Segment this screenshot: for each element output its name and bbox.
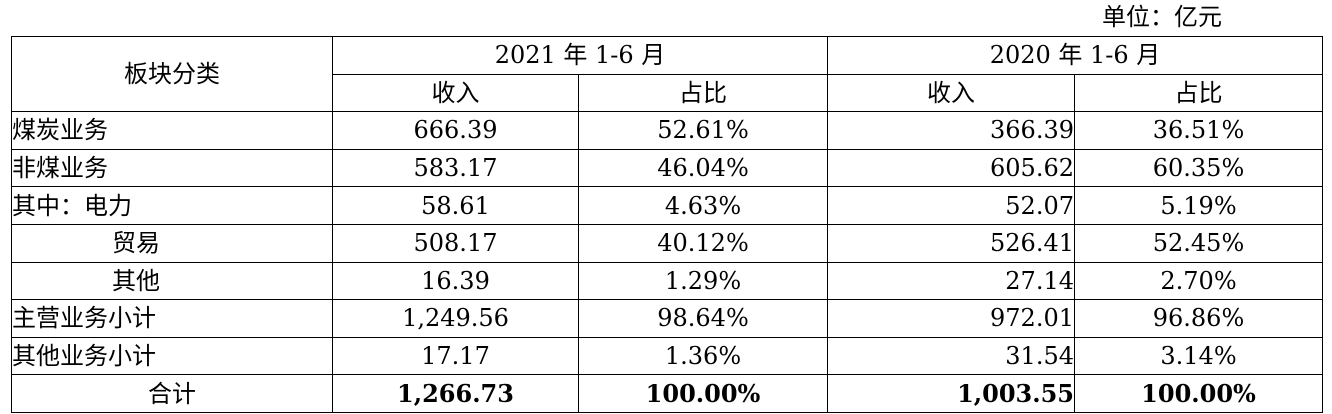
income-2021-cell: 666.39 xyxy=(332,111,579,150)
share-2020-cell: 96.86% xyxy=(1074,299,1323,338)
income-2020-cell: 366.39 xyxy=(827,111,1075,150)
share-2021-cell: 100.00% xyxy=(578,374,828,413)
income-2020-cell: 1,003.55 xyxy=(827,374,1075,413)
share-2021-cell: 1.36% xyxy=(578,336,828,376)
share-2020-cell: 3.14% xyxy=(1074,336,1323,376)
unit-label: 单位：亿元 xyxy=(1102,3,1222,31)
header-period-2021: 2021 年 1-6 月 xyxy=(332,36,828,75)
income-2020-cell: 605.62 xyxy=(827,148,1075,188)
total-row: 合计 1,266.73 100.00% 1,003.55 100.00% xyxy=(11,374,1323,413)
header-period-2020: 2020 年 1-6 月 xyxy=(827,36,1323,75)
income-2021-cell: 17.17 xyxy=(332,336,579,376)
row-label: 其他业务小计 xyxy=(11,336,333,376)
row-label: 贸易 xyxy=(11,223,333,263)
income-2020-cell: 526.41 xyxy=(827,223,1075,263)
table-row: 煤炭业务 666.39 52.61% 366.39 36.51% xyxy=(11,111,1323,150)
table-row: 非煤业务 583.17 46.04% 605.62 60.35% xyxy=(11,148,1323,188)
row-label: 其他 xyxy=(11,261,333,301)
table-row: 其他 16.39 1.29% 27.14 2.70% xyxy=(11,261,1323,301)
header-income-2020: 收入 xyxy=(827,73,1075,113)
row-label: 非煤业务 xyxy=(11,148,333,188)
income-2020-cell: 31.54 xyxy=(827,336,1075,376)
header-share-2020: 占比 xyxy=(1074,73,1323,113)
income-2021-cell: 58.61 xyxy=(332,186,579,225)
share-2020-cell: 100.00% xyxy=(1074,374,1323,413)
share-2020-cell: 2.70% xyxy=(1074,261,1323,301)
table-row: 贸易 508.17 40.12% 526.41 52.45% xyxy=(11,223,1323,263)
share-2021-cell: 4.63% xyxy=(578,186,828,225)
table-row: 其中：电力 58.61 4.63% 52.07 5.19% xyxy=(11,186,1323,225)
table-row: 主营业务小计 1,249.56 98.64% 972.01 96.86% xyxy=(11,299,1323,338)
share-2021-cell: 52.61% xyxy=(578,111,828,150)
share-2021-cell: 40.12% xyxy=(578,223,828,263)
revenue-table: 板块分类 2021 年 1-6 月 2020 年 1-6 月 收入 占比 收入 … xyxy=(11,35,1323,413)
header-income-2021: 收入 xyxy=(332,73,579,113)
income-2020-cell: 972.01 xyxy=(827,299,1075,338)
share-2020-cell: 52.45% xyxy=(1074,223,1323,263)
share-2021-cell: 98.64% xyxy=(578,299,828,338)
income-2020-cell: 27.14 xyxy=(827,261,1075,301)
share-2021-cell: 46.04% xyxy=(578,148,828,188)
income-2021-cell: 1,266.73 xyxy=(332,374,579,413)
row-label: 其中：电力 xyxy=(11,186,333,225)
row-label: 主营业务小计 xyxy=(11,299,333,338)
income-2021-cell: 1,249.56 xyxy=(332,299,579,338)
income-2021-cell: 16.39 xyxy=(332,261,579,301)
income-2021-cell: 508.17 xyxy=(332,223,579,263)
header-category: 板块分类 xyxy=(11,35,333,113)
header-share-2021: 占比 xyxy=(578,73,828,113)
share-2020-cell: 5.19% xyxy=(1074,186,1323,225)
row-label: 煤炭业务 xyxy=(11,111,333,150)
income-2020-cell: 52.07 xyxy=(827,186,1075,225)
header-row-periods: 板块分类 2021 年 1-6 月 2020 年 1-6 月 xyxy=(11,35,1323,113)
share-2020-cell: 60.35% xyxy=(1074,148,1323,188)
share-2021-cell: 1.29% xyxy=(578,261,828,301)
row-label: 合计 xyxy=(11,374,333,413)
share-2020-cell: 36.51% xyxy=(1074,111,1323,150)
income-2021-cell: 583.17 xyxy=(332,148,579,188)
table-row: 其他业务小计 17.17 1.36% 31.54 3.14% xyxy=(11,336,1323,376)
